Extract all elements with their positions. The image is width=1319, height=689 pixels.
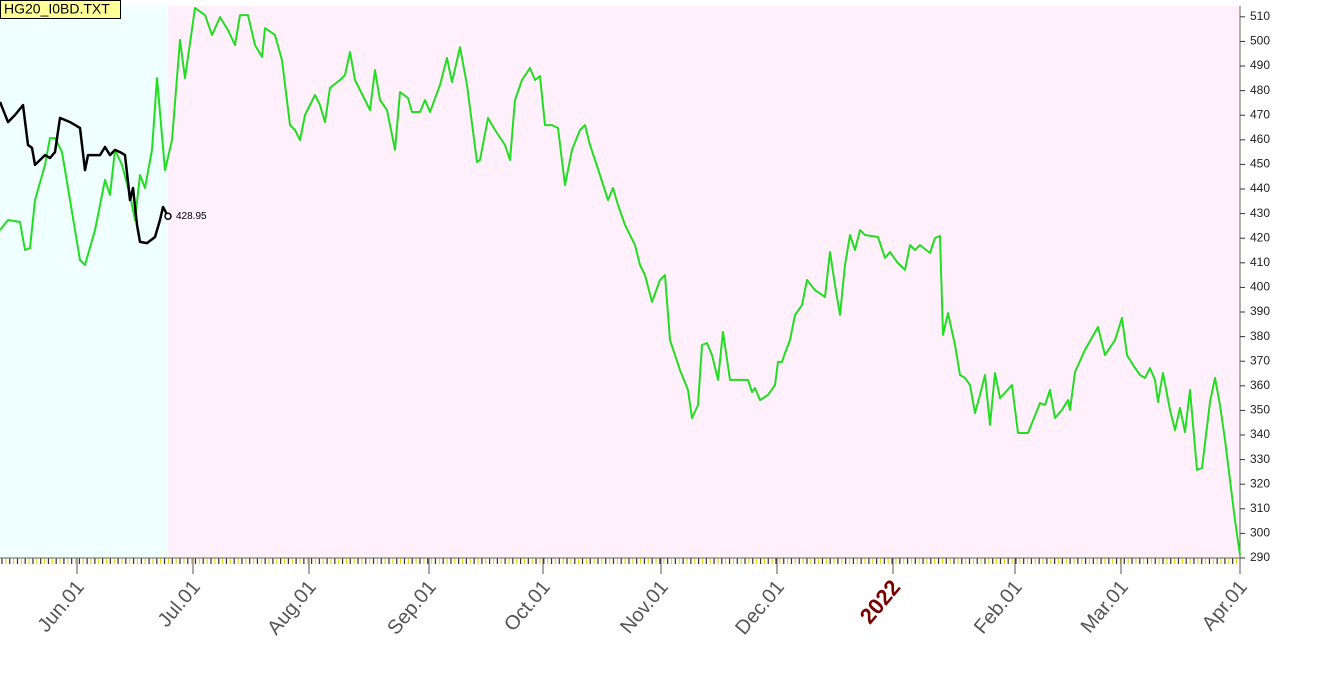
x-tick-label: Mar.01 bbox=[1077, 576, 1133, 637]
last-point bbox=[164, 212, 172, 220]
y-tick-label: 480 bbox=[1250, 83, 1270, 97]
minor-ticks bbox=[1, 558, 1238, 564]
y-tick-label: 330 bbox=[1250, 452, 1270, 466]
y-tick-label: 510 bbox=[1250, 9, 1270, 23]
chart-title: HG20_I0BD.TXT bbox=[4, 1, 110, 17]
y-tick-label: 360 bbox=[1250, 378, 1270, 392]
last-value-label: 428.95 bbox=[176, 211, 207, 222]
y-tick-label: 500 bbox=[1250, 34, 1270, 48]
x-tick-label: Apr.01 bbox=[1198, 576, 1252, 634]
series-line bbox=[0, 101, 170, 245]
y-tick-label: 460 bbox=[1250, 132, 1270, 146]
title-box bbox=[0, 0, 121, 19]
y-tick-label: 340 bbox=[1250, 427, 1270, 441]
y-tick-label: 450 bbox=[1250, 157, 1270, 171]
x-tick-label: Aug.01 bbox=[263, 576, 321, 639]
y-tick-label: 300 bbox=[1250, 526, 1270, 540]
history-background bbox=[0, 6, 168, 558]
y-tick-label: 430 bbox=[1250, 206, 1270, 220]
forecast-background bbox=[168, 6, 1240, 558]
y-tick-label: 370 bbox=[1250, 353, 1270, 367]
x-tick-label: 2022 bbox=[855, 575, 906, 629]
x-tick-label: Sep.01 bbox=[383, 576, 441, 639]
y-tick-label: 320 bbox=[1250, 476, 1270, 490]
y-tick-label: 390 bbox=[1250, 304, 1270, 318]
y-tick-label: 380 bbox=[1250, 329, 1270, 343]
y-tick-label: 490 bbox=[1250, 58, 1270, 72]
x-tick-label: Feb.01 bbox=[970, 576, 1027, 638]
x-tick-label: Nov.01 bbox=[616, 576, 673, 638]
series-line bbox=[0, 7, 1241, 556]
y-tick-label: 290 bbox=[1250, 550, 1270, 564]
x-tick-label: Jun.01 bbox=[33, 576, 88, 636]
x-tick-label: Jul.01 bbox=[154, 576, 205, 631]
x-tick-label: Dec.01 bbox=[731, 576, 789, 639]
y-tick-label: 470 bbox=[1250, 107, 1270, 121]
y-tick-label: 310 bbox=[1250, 501, 1270, 515]
y-tick-label: 420 bbox=[1250, 230, 1270, 244]
y-tick-label: 400 bbox=[1250, 280, 1270, 294]
y-tick-label: 410 bbox=[1250, 255, 1270, 269]
y-tick-label: 440 bbox=[1250, 181, 1270, 195]
y-tick-label: 350 bbox=[1250, 403, 1270, 417]
x-tick-label: Oct.01 bbox=[500, 576, 555, 635]
